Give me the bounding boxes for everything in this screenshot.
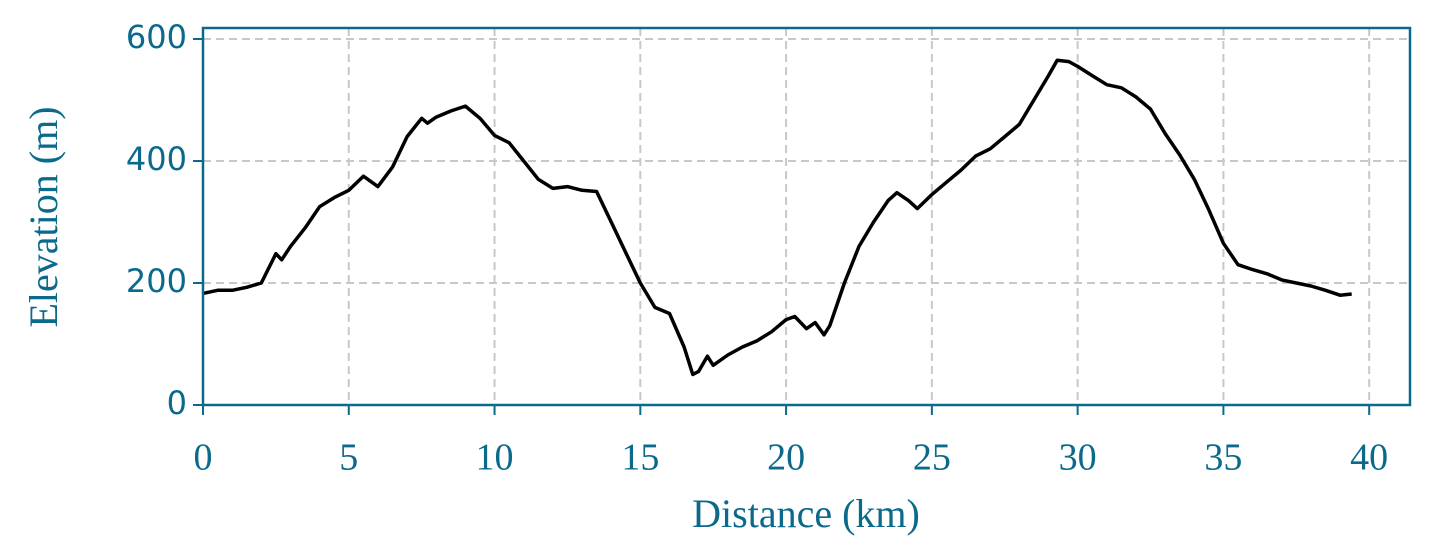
y-tick-label: 400	[126, 140, 187, 178]
x-axis-label: Distance (km)	[692, 491, 920, 536]
x-tick-label: 35	[1204, 437, 1242, 479]
x-tick-label: 40	[1350, 437, 1388, 479]
x-tick-label: 20	[767, 437, 805, 479]
y-axis-label: Elevation (m)	[21, 106, 66, 327]
elevation-line	[202, 58, 1352, 377]
y-tick-label: 600	[126, 18, 187, 56]
y-tick-label: 200	[126, 262, 187, 300]
plot-frame	[201, 26, 1412, 407]
x-tick-label: 0	[194, 437, 213, 479]
x-tick-label: 25	[913, 437, 951, 479]
x-tick-label: 15	[621, 437, 659, 479]
x-tick-label: 5	[339, 437, 358, 479]
x-tick-label: 10	[476, 437, 514, 479]
y-tick-label: 0	[167, 384, 187, 422]
x-tick-label: 30	[1059, 437, 1097, 479]
